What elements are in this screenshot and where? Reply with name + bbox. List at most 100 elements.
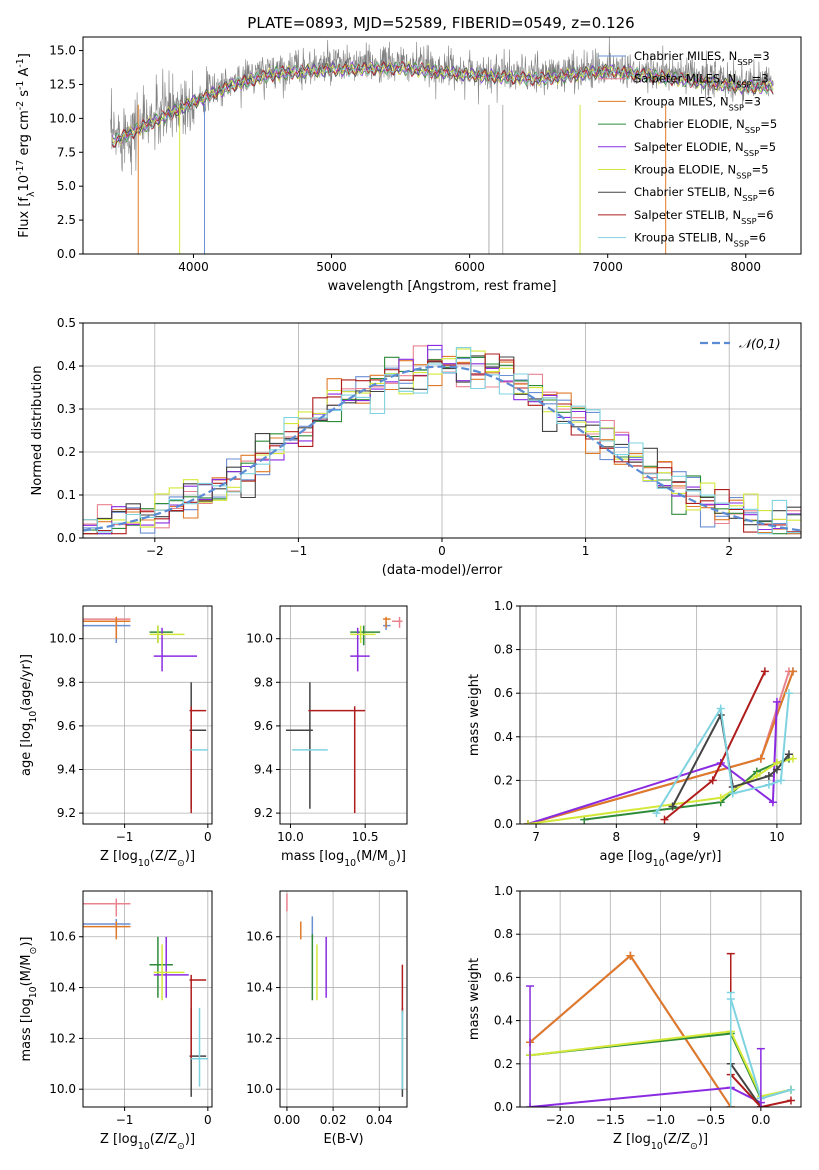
y-tick-label: 0.2 [57,445,76,459]
x-tick-label: 2 [725,544,733,558]
x-tick-label: 10 [769,830,784,844]
mass-weight-vs-Z-panel: −2.0 −1.5 −1.0 −0.5 0.0 0.0 0.2 0.4 0.6 0.8 1.0 Z [… [467,884,802,1152]
x-tick-label: −1.5 [596,1113,625,1127]
y-tick-label: 0.4 [57,359,76,373]
legend-label: Salpeter STELIB, NSSP=6 [634,208,774,226]
mass-weight-marker [716,793,725,802]
y-tick-label: 0.5 [57,316,76,330]
age-vs-Z-plot-area [83,616,208,814]
mass-weight-marker [776,776,785,785]
residual-histogram-plot-area [83,344,801,535]
panels: 4000 5000 6000 7000 80000.02.55.07.510.012.5… [15,36,802,1152]
y-tick-label: 9.2 [57,806,76,820]
x-tick-label: −1.0 [646,1113,675,1127]
y-tick-label: 0.0 [57,247,76,261]
mass-weight-line [527,671,790,824]
x-tick-label: 7 [532,830,540,844]
mass-weight-marker [524,820,533,824]
y-axis-label: age [log10(age/yr)] [19,654,39,776]
y-tick-label: 9.2 [254,806,273,820]
legend-label: Salpeter ELODIE, NSSP=5 [634,140,776,158]
x-axis-label: age [log10(age/yr)] [600,849,722,869]
mass-weight-marker [788,667,797,676]
y-tick-label: 0.4 [494,1014,513,1028]
y-tick-label: 2.5 [57,213,76,227]
model-spectrum-line [111,61,774,145]
x-tick-label: −1 [290,544,308,558]
mass-weight-vs-age-plot-area [524,667,797,824]
x-tick-label: 10.0 [277,830,304,844]
x-tick-label: 0 [204,830,212,844]
y-tick-label: 7.5 [57,145,76,159]
mass-vs-EBV-frame [279,890,408,1108]
model-spectrum-line [111,60,774,149]
x-tick-label: −1 [116,830,134,844]
y-tick-label: 10.0 [246,632,273,646]
age-vs-mass-frame [279,605,408,825]
histogram-step-line [83,347,801,535]
y-tick-label: 9.6 [57,719,76,733]
age-vs-mass-plot-area [285,616,403,814]
mass-weight-marker [716,704,725,713]
legend-label: Chabrier MILES, NSSP=3 [634,49,770,67]
legend-label: 𝒩(0,1) [739,336,781,351]
x-axis-label: Z [log10(Z/Z⊙)] [100,1132,195,1152]
x-tick-label: 5000 [316,260,347,274]
mass-vs-Z-panel: −1 0 10.0 10.2 10.4 10.6 Z [log10(Z/Z⊙)] mass [… [19,890,213,1152]
x-tick-label: −2.0 [546,1113,575,1127]
histogram-step-line [83,344,801,535]
y-tick-label: 0.0 [57,531,76,545]
y-tick-label: 1.0 [494,884,513,898]
y-tick-label: 0.8 [494,643,513,657]
mass-weight-line [655,693,790,814]
y-tick-label: 10.2 [49,1031,76,1045]
mass-weight-marker [784,750,793,759]
spectrum-plot-area [110,37,774,254]
x-tick-label: 0.00 [274,1113,301,1127]
y-tick-label: 0.2 [494,773,513,787]
legend-label: Chabrier STELIB, NSSP=6 [634,185,775,203]
mass-weight-marker [784,689,793,698]
x-tick-label: 8 [613,830,621,844]
mass-weight-line [730,1073,792,1107]
spectrum-panel: 4000 5000 6000 7000 8000 0.0 2.5 5.0 7.5 10.0 12.5… [15,36,802,294]
x-axis-label: Z [log10(Z/Z⊙)] [613,1132,708,1152]
mass-weight-marker [756,754,765,763]
mass-vs-Z-frame [82,890,213,1108]
mass-weight-vs-age-frame [519,605,802,825]
mass-weight-vs-age-panel: 7 8 9 10 0.0 0.2 0.4 0.6 0.8 1.0 age [log10(age/yr… [467,599,802,869]
y-axis-label: Flux [fλ10-17 erg cm-2 s-1 A-1] [15,53,37,238]
x-tick-label: −2 [146,544,164,558]
y-tick-label: 0.0 [494,1100,513,1114]
x-tick-label: 9 [693,830,701,844]
mass-weight-line [529,1030,792,1098]
y-tick-label: 10.2 [246,1031,273,1045]
legend-label: Salpeter MILES, NSSP=3 [634,72,769,90]
mass-vs-EBV-panel: 0.00 0.02 0.04 10.0 10.2 10.4 10.6 E(B-V) [246,890,408,1147]
mass-weight-vs-Z-plot-area [526,951,795,1107]
mass-weight-marker [668,802,677,811]
mass-weight-marker [772,697,781,706]
y-tick-label: 9.8 [57,675,76,689]
x-axis-label: (data-model)/error [382,563,503,578]
legend-label: Chabrier ELODIE, NSSP=5 [634,117,777,135]
legend-label: Kroupa ELODIE, NSSP=5 [634,163,769,181]
y-tick-label: 0.1 [57,488,76,502]
x-tick-label: 0 [204,1113,212,1127]
mass-weight-marker [764,780,773,789]
mass-weight-line [671,711,790,808]
normal-reference-curve [83,365,801,532]
mass-weight-marker [760,667,769,676]
mass-vs-Z-plot-area [83,898,208,1097]
spectrum-frame [82,36,802,255]
age-vs-Z-panel: −1 0 9.2 9.4 9.6 9.8 10.0 Z [log10(Z/Z⊙)] age [l… [19,605,213,869]
y-tick-label: 9.6 [254,719,273,733]
y-tick-label: 10.4 [49,981,76,995]
x-tick-label: −0.5 [696,1113,725,1127]
y-tick-label: 9.4 [57,763,76,777]
x-tick-label: 0.0 [751,1113,770,1127]
x-tick-label: 6000 [454,260,485,274]
mass-weight-line [527,701,778,824]
x-axis-label: E(B-V) [323,1132,363,1147]
